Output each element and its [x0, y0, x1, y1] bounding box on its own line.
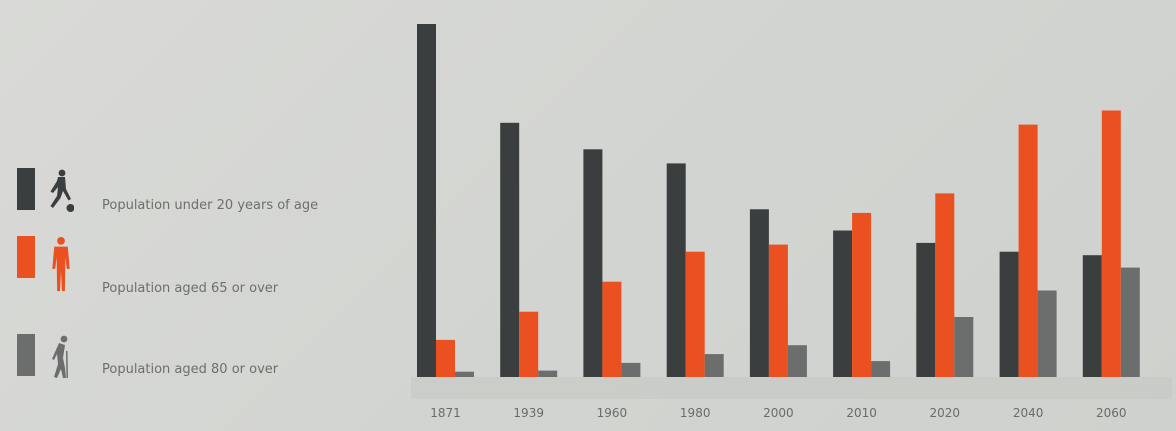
- bar-aged-80-2020: [954, 317, 974, 377]
- bar-aged-65-2010: [852, 212, 872, 377]
- x-tick-label-1980: 1980: [680, 406, 711, 420]
- bar-aged-65-1980: [685, 251, 705, 377]
- legend-item-under-20: Population under 20 years of age: [17, 168, 397, 218]
- bar-aged-65-1871: [436, 339, 455, 377]
- bar-aged-80-1939: [538, 370, 558, 377]
- bar-under-20-2020: [916, 242, 936, 377]
- bar-aged-65-2060: [1101, 110, 1121, 377]
- bar-aged-65-1960: [602, 281, 622, 377]
- legend-label-under-20: Population under 20 years of age: [102, 198, 319, 213]
- bar-aged-65-1939: [519, 311, 539, 377]
- legend-label-aged-80: Population aged 80 or over: [102, 362, 279, 377]
- x-tick-label-1939: 1939: [513, 406, 544, 420]
- bar-aged-80-1960: [621, 362, 641, 377]
- x-tick-label-2040: 2040: [1013, 406, 1044, 420]
- legend-label-aged-65: Population aged 65 or over: [102, 281, 279, 296]
- bar-under-20-2000: [749, 209, 769, 377]
- x-tick-label-2010: 2010: [846, 406, 877, 420]
- x-tick-label-1871: 1871: [430, 406, 461, 420]
- x-tick-label-1960: 1960: [597, 406, 628, 420]
- bar-aged-65-2020: [935, 193, 955, 377]
- x-tick-label-2000: 2000: [763, 406, 794, 420]
- bar-under-20-1960: [583, 149, 603, 377]
- bar-aged-65-2040: [1018, 124, 1038, 377]
- legend-item-aged-80: Population aged 80 or over: [17, 334, 397, 384]
- legend-swatch-aged-65: [17, 236, 35, 278]
- bar-aged-80-2010: [871, 361, 891, 377]
- bar-aged-80-2000: [787, 345, 807, 377]
- bar-aged-80-2040: [1037, 290, 1057, 377]
- child-kicking-ball-icon: [50, 169, 74, 212]
- bar-under-20-1871: [417, 24, 436, 377]
- bar-aged-65-2000: [768, 244, 788, 377]
- bar-under-20-2010: [833, 230, 853, 377]
- legend-swatch-aged-80: [17, 334, 35, 376]
- x-tick-label-2060: 2060: [1096, 406, 1127, 420]
- bar-under-20-2060: [1082, 255, 1102, 377]
- chart-legend: Population under 20 years of age Populat…: [0, 0, 400, 431]
- bar-aged-80-1871: [455, 371, 474, 377]
- legend-item-aged-65: Population aged 65 or over: [17, 236, 397, 296]
- bar-aged-80-2060: [1120, 267, 1140, 377]
- legend-swatch-under-20: [17, 168, 35, 210]
- bar-under-20-1980: [666, 163, 686, 377]
- bar-aged-80-1980: [704, 354, 724, 377]
- bar-under-20-2040: [999, 251, 1019, 377]
- bar-under-20-1939: [500, 122, 520, 377]
- x-tick-label-2020: 2020: [930, 406, 961, 420]
- chart-shelf: [411, 377, 1172, 399]
- elderly-walking-icon: [52, 335, 68, 378]
- standing-adult-icon: [52, 236, 70, 292]
